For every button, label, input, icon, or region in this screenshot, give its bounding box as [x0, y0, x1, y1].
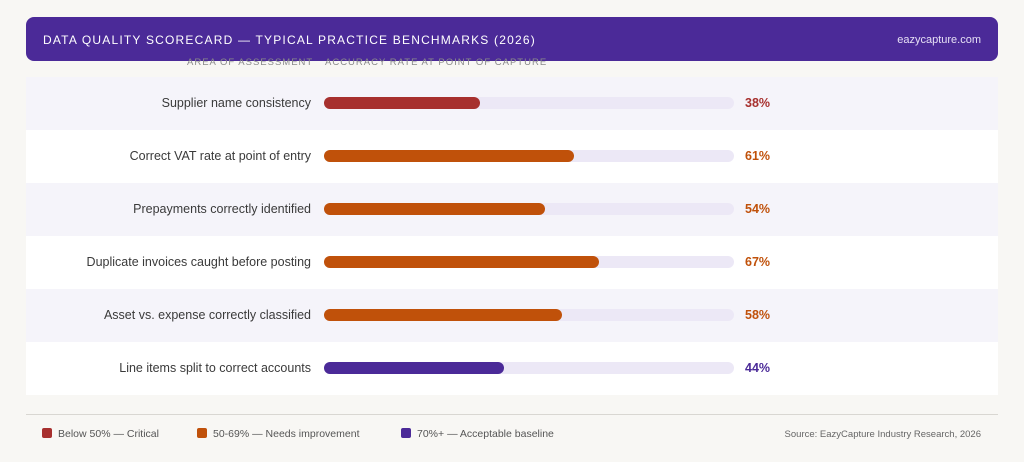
bar: [324, 309, 562, 321]
value-label: 54%: [745, 202, 771, 216]
legend-label-critical: Below 50% — Critical: [58, 428, 159, 440]
column-header-area: AREA OF ASSESSMENT: [187, 57, 314, 68]
category-label: Duplicate invoices caught before posting: [86, 255, 311, 269]
legend-swatch-acceptable: [401, 428, 411, 438]
chart-row: Correct VAT rate at point of entry 61%: [26, 130, 998, 183]
bar: [324, 150, 575, 162]
bar: [324, 203, 546, 215]
value-label: 44%: [745, 361, 771, 375]
legend-item-acceptable: 70%+ — Acceptable baseline: [401, 428, 554, 440]
bar-track: [324, 256, 734, 268]
bar-track: [324, 309, 734, 321]
chart-row: Prepayments correctly identified 54%: [26, 183, 998, 236]
category-label: Line items split to correct accounts: [119, 361, 311, 375]
chart-row: Line items split to correct accounts 44%: [26, 342, 998, 395]
chart-title: DATA QUALITY SCORECARD — TYPICAL PRACTIC…: [43, 33, 536, 47]
source-note: Source: EazyCapture Industry Research, 2…: [784, 429, 981, 440]
chart-rows: Supplier name consistency 38% Correct VAT …: [26, 77, 998, 395]
value-label: 67%: [745, 255, 771, 269]
site-name: eazycapture.com: [897, 34, 981, 46]
legend-item-critical: Below 50% — Critical: [42, 428, 159, 440]
legend-swatch-needs-improvement: [197, 428, 207, 438]
bar-track: [324, 203, 734, 215]
bar: [324, 256, 599, 268]
chart-row: Duplicate invoices caught before posting…: [26, 236, 998, 289]
category-label: Correct VAT rate at point of entry: [129, 149, 311, 163]
value-label: 38%: [745, 96, 771, 110]
category-label: Prepayments correctly identified: [133, 202, 311, 216]
bar-track: [324, 362, 734, 374]
scorecard-header: DATA QUALITY SCORECARD — TYPICAL PRACTIC…: [26, 17, 998, 61]
chart-row: Supplier name consistency 38%: [26, 77, 998, 130]
footer-divider: [26, 414, 998, 415]
legend-swatch-critical: [42, 428, 52, 438]
legend-label-needs-improvement: 50-69% — Needs improvement: [213, 428, 360, 440]
value-label: 61%: [745, 149, 771, 163]
bar: [324, 97, 480, 109]
legend-label-acceptable: 70%+ — Acceptable baseline: [417, 428, 554, 440]
column-header-rate: ACCURACY RATE AT POINT OF CAPTURE: [325, 57, 548, 68]
category-label: Supplier name consistency: [161, 96, 311, 110]
category-label: Asset vs. expense correctly classified: [103, 308, 311, 322]
bar: [324, 362, 505, 374]
value-label: 58%: [745, 308, 771, 322]
bar-track: [324, 150, 734, 162]
chart-row: Asset vs. expense correctly classified 58…: [26, 289, 998, 342]
legend-item-needs-improvement: 50-69% — Needs improvement: [197, 428, 359, 440]
bar-track: [324, 97, 734, 109]
